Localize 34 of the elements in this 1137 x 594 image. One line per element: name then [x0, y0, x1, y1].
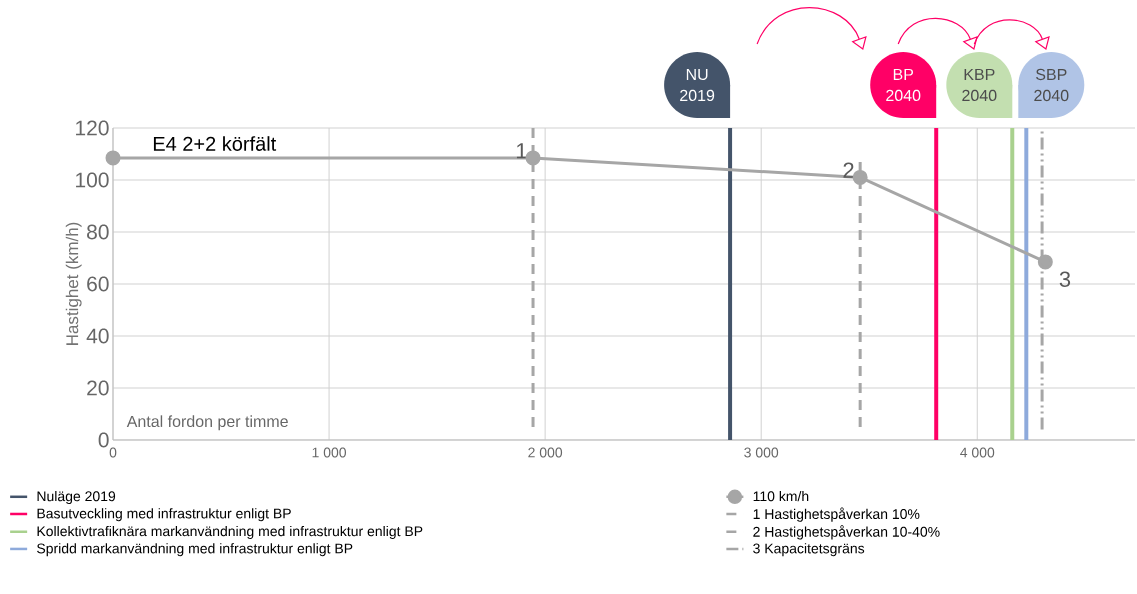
- y-tick-label: 20: [87, 380, 109, 396]
- point: [105, 150, 121, 166]
- y-tick-label: 0: [98, 432, 109, 448]
- annotation: 2: [843, 162, 854, 178]
- legend-label: Nuläge 2019: [37, 490, 116, 505]
- annotation: E4 2+2 körfält: [153, 136, 277, 151]
- text: BP 2040: [886, 68, 921, 102]
- text: SBP 2040: [1034, 68, 1069, 102]
- legend-label: 2 Hastighetspåverkan 10-40%: [753, 525, 940, 540]
- y-axis-title: Hastighet (km/h): [65, 222, 82, 345]
- point: [1037, 254, 1053, 270]
- y-tick-label: 80: [87, 224, 109, 240]
- x-tick-label: 3 000: [744, 447, 779, 458]
- legend-label: 3 Kapacitetsgräns: [753, 543, 865, 557]
- y-tick-label: 120: [76, 120, 109, 136]
- legend-label: Spridd markanvändning med infrastruktur enligt BP: [37, 543, 353, 557]
- x-tick-label: 0: [109, 447, 117, 458]
- point: [852, 169, 868, 185]
- annotation: 1: [516, 143, 527, 159]
- legend-label: Basutveckling med infrastruktur enligt BP: [37, 508, 291, 522]
- x-tick-label: 2 000: [528, 447, 563, 458]
- legend-label: 1 Hastighetspåverkan 10%: [753, 507, 920, 522]
- point: [525, 150, 541, 166]
- legend-label: Kollektivtrafiknära markanvändning med infrastruktur enligt BP: [37, 525, 423, 539]
- y-tick-label: 40: [86, 328, 109, 344]
- x-axis-title: Antal fordon per timme: [126, 415, 288, 431]
- text: KBP 2040: [962, 68, 997, 102]
- y-tick-label: 60: [87, 276, 109, 292]
- y-tick-label: 100: [76, 172, 109, 188]
- legend-label: 110 km/h: [753, 490, 809, 502]
- annotation: 3: [1059, 271, 1071, 287]
- x-tick-label: 4 000: [960, 447, 995, 458]
- text: NU 2019: [680, 68, 715, 102]
- x-tick-label: 1 000: [312, 447, 347, 458]
